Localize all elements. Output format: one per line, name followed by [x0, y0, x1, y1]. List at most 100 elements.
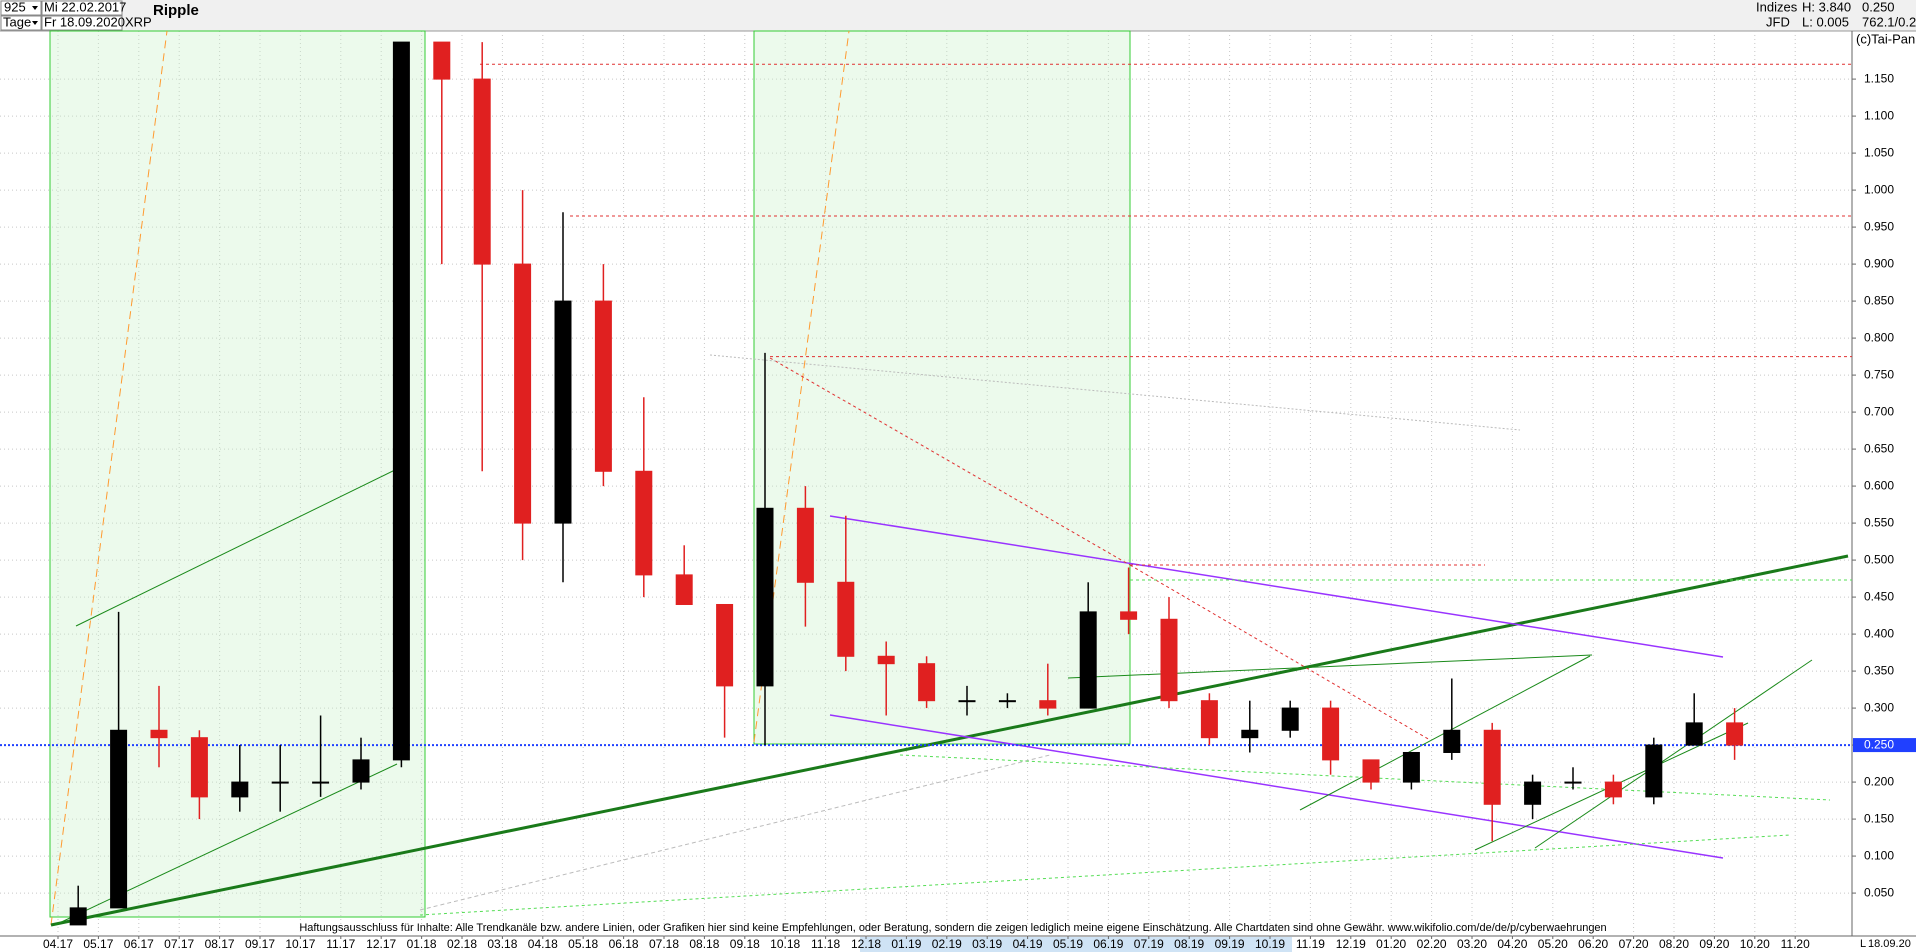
candle-body — [554, 300, 572, 524]
candle-body — [675, 574, 693, 605]
candle-body — [190, 737, 208, 798]
market: Indizes — [1756, 0, 1798, 14]
y-tick-label: 0.800 — [1864, 330, 1894, 344]
x-tick-label: 11.19 — [1296, 937, 1325, 951]
y-tick-label: 0.100 — [1864, 848, 1894, 862]
trend-line — [709, 354, 1521, 431]
chart-title: Ripple — [153, 2, 199, 19]
end-box[interactable] — [41, 15, 123, 31]
timeframe-box[interactable] — [0, 15, 42, 31]
y-tick-label: 0.750 — [1864, 367, 1894, 381]
x-tick-label: 08.17 — [205, 937, 235, 951]
x-tick-label: 02.20 — [1417, 937, 1447, 951]
candle-body — [1726, 722, 1744, 746]
x-tick-label: 11.20 — [1781, 937, 1810, 951]
grid — [0, 31, 1852, 936]
x-tick-label: 09.19 — [1215, 937, 1245, 951]
x-tick-label: 07.20 — [1619, 937, 1649, 951]
x-tick-label: 05.17 — [83, 937, 113, 951]
candle-body — [271, 781, 289, 784]
x-tick-label: 10.18 — [770, 937, 800, 951]
candle-body — [837, 581, 855, 657]
x-tick-label: 06.18 — [609, 937, 639, 951]
x-tick-label: 06.19 — [1093, 937, 1123, 951]
period[interactable]: 925 — [4, 0, 26, 14]
x-tick-label: 08.18 — [689, 937, 719, 951]
start-date[interactable]: Mi 22.02.2017 — [44, 0, 126, 14]
x-tick-label: 10.19 — [1255, 937, 1285, 951]
candle-body — [1200, 700, 1218, 739]
timeframe[interactable]: Tage — [3, 14, 31, 29]
x-tick-label: 09.20 — [1699, 937, 1729, 951]
candle-body — [1564, 781, 1582, 784]
y-tick-label: 0.500 — [1864, 552, 1894, 566]
header-bar — [0, 0, 1916, 31]
y-tick-label: 0.200 — [1864, 774, 1894, 788]
candle-body — [1443, 729, 1461, 753]
start-box[interactable] — [41, 0, 123, 16]
candle-body — [312, 781, 330, 784]
x-tick-label: 02.19 — [932, 937, 962, 951]
x-tick-label: 07.18 — [649, 937, 679, 951]
x-tick-label: 01.18 — [407, 937, 437, 951]
period-box[interactable] — [0, 0, 42, 16]
broker: JFD — [1766, 14, 1790, 29]
candle-body — [1362, 759, 1380, 783]
trend-line — [899, 754, 1831, 801]
y-tick-label: 0.950 — [1864, 219, 1894, 233]
x-tick-label: 10.17 — [285, 937, 315, 951]
candle-body — [1604, 781, 1622, 798]
y-tick-label: 1.100 — [1864, 108, 1894, 122]
x-tick-label: 12.17 — [366, 937, 396, 951]
x-tick-label: 06.20 — [1578, 937, 1608, 951]
x-tick-label: 08.20 — [1659, 937, 1689, 951]
candle-body — [392, 41, 410, 761]
high-info: H: 3.840 — [1802, 0, 1851, 14]
x-tick-label: 04.18 — [528, 937, 558, 951]
low-info: L: 0.005 — [1802, 14, 1849, 29]
disclaimer: Haftungsausschluss für Inhalte: Alle Tre… — [299, 922, 1606, 934]
x-tick-label: 09.17 — [245, 937, 275, 951]
candle-body — [796, 507, 814, 583]
candle-body — [635, 470, 653, 576]
y-tick-label: 0.350 — [1864, 663, 1894, 677]
candle-body — [1039, 700, 1057, 709]
x-tick-label: 07.19 — [1134, 937, 1164, 951]
candle-body — [877, 655, 895, 665]
y-tick-label: 0.650 — [1864, 441, 1894, 455]
x-tick-label: 11.17 — [326, 937, 355, 951]
x-tick-label: 06.17 — [124, 937, 154, 951]
y-tick-label: 0.050 — [1864, 885, 1894, 899]
x-tick-label: 03.18 — [487, 937, 517, 951]
last-price-box — [1853, 738, 1916, 753]
candle-body — [473, 78, 491, 265]
candle-body — [756, 507, 774, 687]
trend-line — [1067, 654, 1593, 679]
candle-body — [1241, 729, 1259, 739]
y-tick-label: 0.450 — [1864, 589, 1894, 603]
candle-body — [514, 263, 532, 524]
candle-body — [1079, 611, 1097, 709]
candle-body — [1160, 618, 1178, 702]
y-tick-label: 0.550 — [1864, 515, 1894, 529]
channel-line — [829, 714, 1724, 859]
candle-body — [958, 700, 976, 703]
y-tick-label: 0.850 — [1864, 293, 1894, 307]
trend-line — [1129, 564, 1431, 741]
x-tick-label: 09.18 — [730, 937, 760, 951]
levels — [0, 63, 1852, 747]
period-arrow[interactable] — [32, 6, 38, 10]
last-info: 0.250 — [1862, 0, 1895, 14]
end-date[interactable]: Fr 18.09.2020 — [44, 14, 125, 29]
trend-line — [75, 468, 398, 627]
candle-body — [110, 729, 128, 909]
y-tick-label: 0.700 — [1864, 404, 1894, 418]
x-tick-label: 03.20 — [1457, 937, 1487, 951]
y-tick-label: 1.050 — [1864, 145, 1894, 159]
x-tick-label: 11.18 — [811, 937, 840, 951]
x-tick-label: 12.18 — [851, 937, 881, 951]
zone — [753, 30, 1131, 745]
timeframe-arrow[interactable] — [32, 21, 38, 25]
